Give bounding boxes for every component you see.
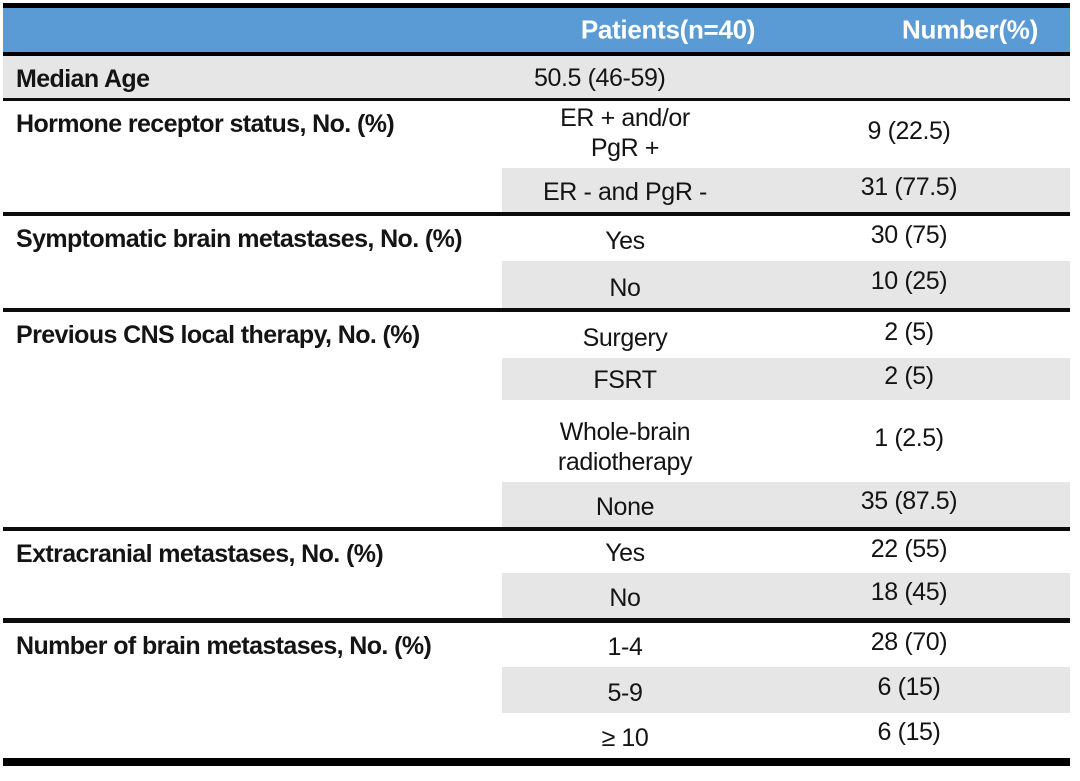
number-percent-cell: 30 (75) xyxy=(870,221,948,249)
number-percent-cell: 6 (15) xyxy=(748,667,1070,713)
row-label: Extracranial metastases, No. (%) xyxy=(16,540,384,568)
label-column-spacer xyxy=(3,713,502,758)
number-percent-cell: 28 (70) xyxy=(870,627,948,656)
patients-value-line: No xyxy=(609,274,641,302)
table-row: Surgery 2 (5) xyxy=(3,312,1070,358)
table-row: Yes 22 (55) xyxy=(3,531,1070,573)
label-column-spacer xyxy=(3,168,502,212)
patients-value-line: ER - and PgR - xyxy=(543,178,707,206)
number-percent-cell: 31 (77.5) xyxy=(748,168,1070,212)
row-label: Median Age xyxy=(16,65,150,93)
table-row: ≥ 10 6 (15) xyxy=(3,713,1070,758)
group-number-of-brain-metastases: Number of brain metastases, No. (%) 1-4 28… xyxy=(3,618,1070,758)
patients-value-cell: 1-4 xyxy=(502,623,748,667)
table-row: 1-4 28 (70) xyxy=(3,623,1070,667)
number-percent-cell: 18 (45) xyxy=(748,573,1070,618)
patients-value-cell: Surgery xyxy=(502,312,748,358)
table-row: Yes 30 (75) xyxy=(3,216,1070,261)
label-column-spacer xyxy=(3,261,502,308)
patients-value-line: PgR + xyxy=(590,134,660,162)
number-percent-cell: 1 (2.5) xyxy=(874,423,944,452)
number-percent-cell: 35 (87.5) xyxy=(748,482,1070,527)
number-percent-cell: 22 (55) xyxy=(870,534,948,563)
table-row: None 35 (87.5) xyxy=(3,482,1070,527)
group-hormone-receptor-status: Hormone receptor status, No. (%) ER + and… xyxy=(3,98,1070,212)
label-column-spacer xyxy=(3,667,502,713)
patients-value-cell: 5-9 xyxy=(502,667,748,713)
table-row: No 18 (45) xyxy=(3,573,1070,618)
patients-value-cell: ≥ 10 xyxy=(502,713,748,758)
label-column-spacer xyxy=(3,573,502,618)
patients-value-cell: Whole-brain radiotherapy xyxy=(502,400,748,482)
patients-value-cell: ER - and PgR - xyxy=(502,168,748,212)
row-label: Hormone receptor status, No. (%) xyxy=(16,110,395,138)
number-percent-cell: 2 (5) xyxy=(748,358,1070,400)
group-extracranial-metastases: Extracranial metastases, No. (%) Yes 22 (5… xyxy=(3,527,1070,618)
patients-value-cell: No xyxy=(502,573,748,618)
label-column-spacer xyxy=(3,400,502,482)
patients-value-line: 1-4 xyxy=(607,633,643,661)
table-row: 50.5 (46-59) xyxy=(3,56,1070,98)
number-percent-cell: 10 (25) xyxy=(748,261,1070,308)
table-row: Whole-brain radiotherapy 1 (2.5) xyxy=(3,400,1070,482)
row-label: Number of brain metastases, No. (%) xyxy=(16,632,432,660)
patients-value-cell: None xyxy=(502,482,748,527)
table-row: ER - and PgR - 31 (77.5) xyxy=(3,168,1070,212)
patients-value-cell: FSRT xyxy=(502,358,748,400)
group-median-age: Median Age 50.5 (46-59) xyxy=(3,56,1070,98)
patients-value-line: 50.5 (46-59) xyxy=(534,64,666,92)
patients-value-line: Whole-brain xyxy=(559,418,691,446)
patients-value-cell: Yes xyxy=(502,531,748,573)
patients-value-line: radiotherapy xyxy=(557,448,693,476)
patients-value-line: Yes xyxy=(605,227,645,255)
number-percent-cell: 2 (5) xyxy=(884,317,934,346)
label-column-spacer xyxy=(3,482,502,527)
header-patients-column: Patients(n=40) xyxy=(580,14,756,45)
row-label: Previous CNS local therapy, No. (%) xyxy=(16,321,420,349)
table-row: No 10 (25) xyxy=(3,261,1070,308)
patients-value-cell: No xyxy=(502,261,748,308)
patients-value-line: No xyxy=(609,584,641,612)
row-label: Symptomatic brain metastases, No. (%) xyxy=(16,225,463,253)
group-symptomatic-brain-metastases: Symptomatic brain metastases, No. (%) Yes… xyxy=(3,212,1070,308)
patients-value-line: None xyxy=(595,493,655,521)
patients-value-line: Surgery xyxy=(582,324,668,352)
patients-value-line: ≥ 10 xyxy=(601,724,649,752)
label-column-spacer xyxy=(3,358,502,400)
header-number-column: Number(%) xyxy=(902,14,1038,45)
patients-value-cell: ER + and/or PgR + xyxy=(502,101,748,168)
patients-value-cell: 50.5 (46-59) xyxy=(502,56,748,98)
table-row: FSRT 2 (5) xyxy=(3,358,1070,400)
table-row: 5-9 6 (15) xyxy=(3,667,1070,713)
number-percent-cell: 9 (22.5) xyxy=(867,117,951,145)
patients-value-line: Yes xyxy=(605,539,645,567)
table-header-row: Patients(n=40) Number(%) xyxy=(3,3,1070,56)
number-percent-cell xyxy=(748,56,1070,98)
group-previous-cns-local-therapy: Previous CNS local therapy, No. (%) Surge… xyxy=(3,308,1070,527)
patients-value-line: FSRT xyxy=(593,366,657,394)
patients-value-line: ER + and/or xyxy=(560,104,690,132)
patients-value-cell: Yes xyxy=(502,216,748,261)
patient-characteristics-table: Patients(n=40) Number(%) Median Age 50.5 … xyxy=(3,3,1070,766)
table-body: Median Age 50.5 (46-59) Hormone receptor s… xyxy=(3,56,1070,766)
number-percent-cell: 6 (15) xyxy=(877,718,941,746)
table-row: ER + and/or PgR + 9 (22.5) xyxy=(3,101,1070,168)
patients-value-line: 5-9 xyxy=(607,679,643,707)
